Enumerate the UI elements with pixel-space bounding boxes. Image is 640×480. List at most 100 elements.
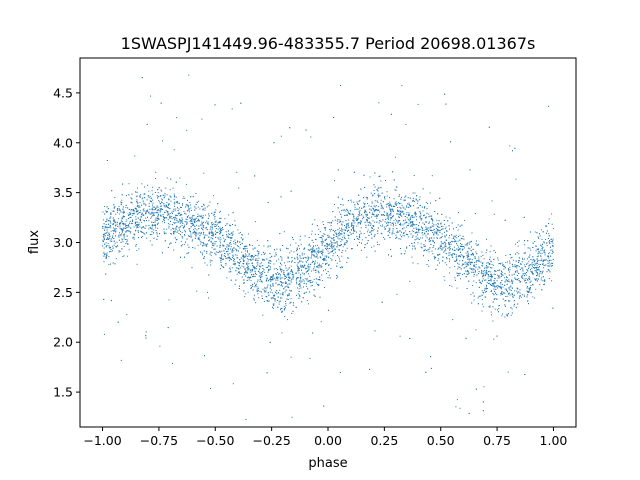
- data-point: [548, 235, 550, 237]
- data-point: [103, 251, 105, 253]
- data-point: [175, 217, 177, 219]
- data-point: [449, 217, 451, 219]
- data-point: [186, 204, 188, 206]
- data-point: [316, 266, 318, 268]
- data-point: [126, 235, 128, 237]
- data-point: [290, 270, 292, 272]
- data-point: [201, 241, 203, 243]
- data-point: [107, 234, 109, 236]
- data-point: [201, 223, 203, 225]
- data-point: [280, 285, 282, 287]
- data-point: [164, 233, 165, 235]
- data-point: [307, 249, 309, 251]
- data-point: [415, 211, 416, 213]
- data-point: [263, 301, 265, 302]
- data-point: [146, 237, 148, 239]
- data-point: [461, 249, 463, 251]
- data-point: [464, 247, 466, 249]
- data-point: [102, 240, 104, 242]
- data-point: [156, 238, 158, 240]
- data-point: [359, 230, 361, 232]
- data-point: [470, 261, 472, 263]
- data-point: [162, 140, 163, 142]
- data-point: [500, 287, 502, 289]
- data-point: [462, 274, 463, 276]
- data-point: [334, 180, 335, 182]
- data-point: [475, 271, 476, 273]
- data-point: [244, 256, 246, 258]
- data-point: [135, 225, 137, 227]
- data-point: [176, 225, 178, 227]
- data-point: [260, 266, 262, 268]
- data-point: [472, 254, 474, 256]
- data-point: [543, 259, 545, 261]
- data-point: [485, 252, 487, 254]
- data-point: [378, 222, 380, 224]
- data-point: [239, 231, 241, 233]
- data-point: [345, 250, 347, 252]
- data-point: [374, 209, 376, 211]
- data-point: [378, 176, 380, 177]
- data-point: [390, 213, 391, 214]
- data-point: [410, 206, 412, 207]
- data-point: [297, 270, 299, 272]
- data-point: [529, 264, 531, 265]
- data-point: [130, 201, 132, 203]
- data-point: [390, 209, 392, 211]
- data-point: [204, 236, 205, 238]
- data-point: [332, 229, 334, 231]
- data-point: [393, 232, 395, 234]
- data-point: [244, 268, 246, 270]
- data-point: [409, 245, 411, 246]
- data-point: [481, 310, 483, 312]
- data-point: [502, 313, 503, 315]
- data-point: [220, 242, 222, 244]
- data-point: [153, 212, 155, 214]
- data-point: [541, 277, 543, 279]
- data-point: [495, 270, 497, 272]
- data-point: [216, 224, 218, 226]
- data-point: [474, 255, 476, 257]
- data-point: [153, 206, 155, 208]
- data-point: [502, 264, 504, 266]
- data-point: [183, 196, 185, 198]
- data-point: [131, 223, 133, 225]
- data-point: [456, 237, 458, 239]
- data-point: [423, 255, 424, 257]
- data-point: [351, 248, 353, 250]
- data-point: [261, 281, 263, 283]
- data-point: [161, 221, 163, 223]
- data-point: [493, 258, 495, 260]
- data-point: [545, 259, 547, 261]
- data-point: [483, 289, 485, 291]
- data-point: [530, 264, 532, 266]
- data-point: [142, 197, 144, 199]
- data-point: [261, 274, 263, 275]
- data-point: [434, 248, 436, 250]
- data-point: [409, 197, 411, 199]
- data-point: [156, 224, 158, 225]
- data-point: [364, 212, 365, 214]
- data-point: [234, 254, 236, 256]
- data-point: [279, 249, 281, 251]
- data-point: [255, 283, 257, 285]
- data-point: [428, 240, 430, 242]
- data-point: [377, 202, 379, 204]
- data-point: [335, 230, 337, 231]
- data-point: [421, 218, 423, 220]
- data-point: [176, 117, 178, 119]
- data-point: [424, 245, 426, 247]
- data-point: [191, 239, 193, 241]
- data-point: [468, 260, 470, 262]
- data-point: [115, 258, 117, 260]
- data-point: [386, 195, 388, 197]
- data-point: [406, 211, 408, 213]
- data-point: [215, 228, 217, 230]
- data-point: [282, 294, 284, 296]
- data-point: [419, 222, 420, 224]
- data-point: [359, 222, 360, 224]
- data-point: [136, 227, 138, 229]
- data-point: [310, 248, 312, 250]
- data-point: [430, 237, 432, 239]
- data-point: [230, 246, 232, 248]
